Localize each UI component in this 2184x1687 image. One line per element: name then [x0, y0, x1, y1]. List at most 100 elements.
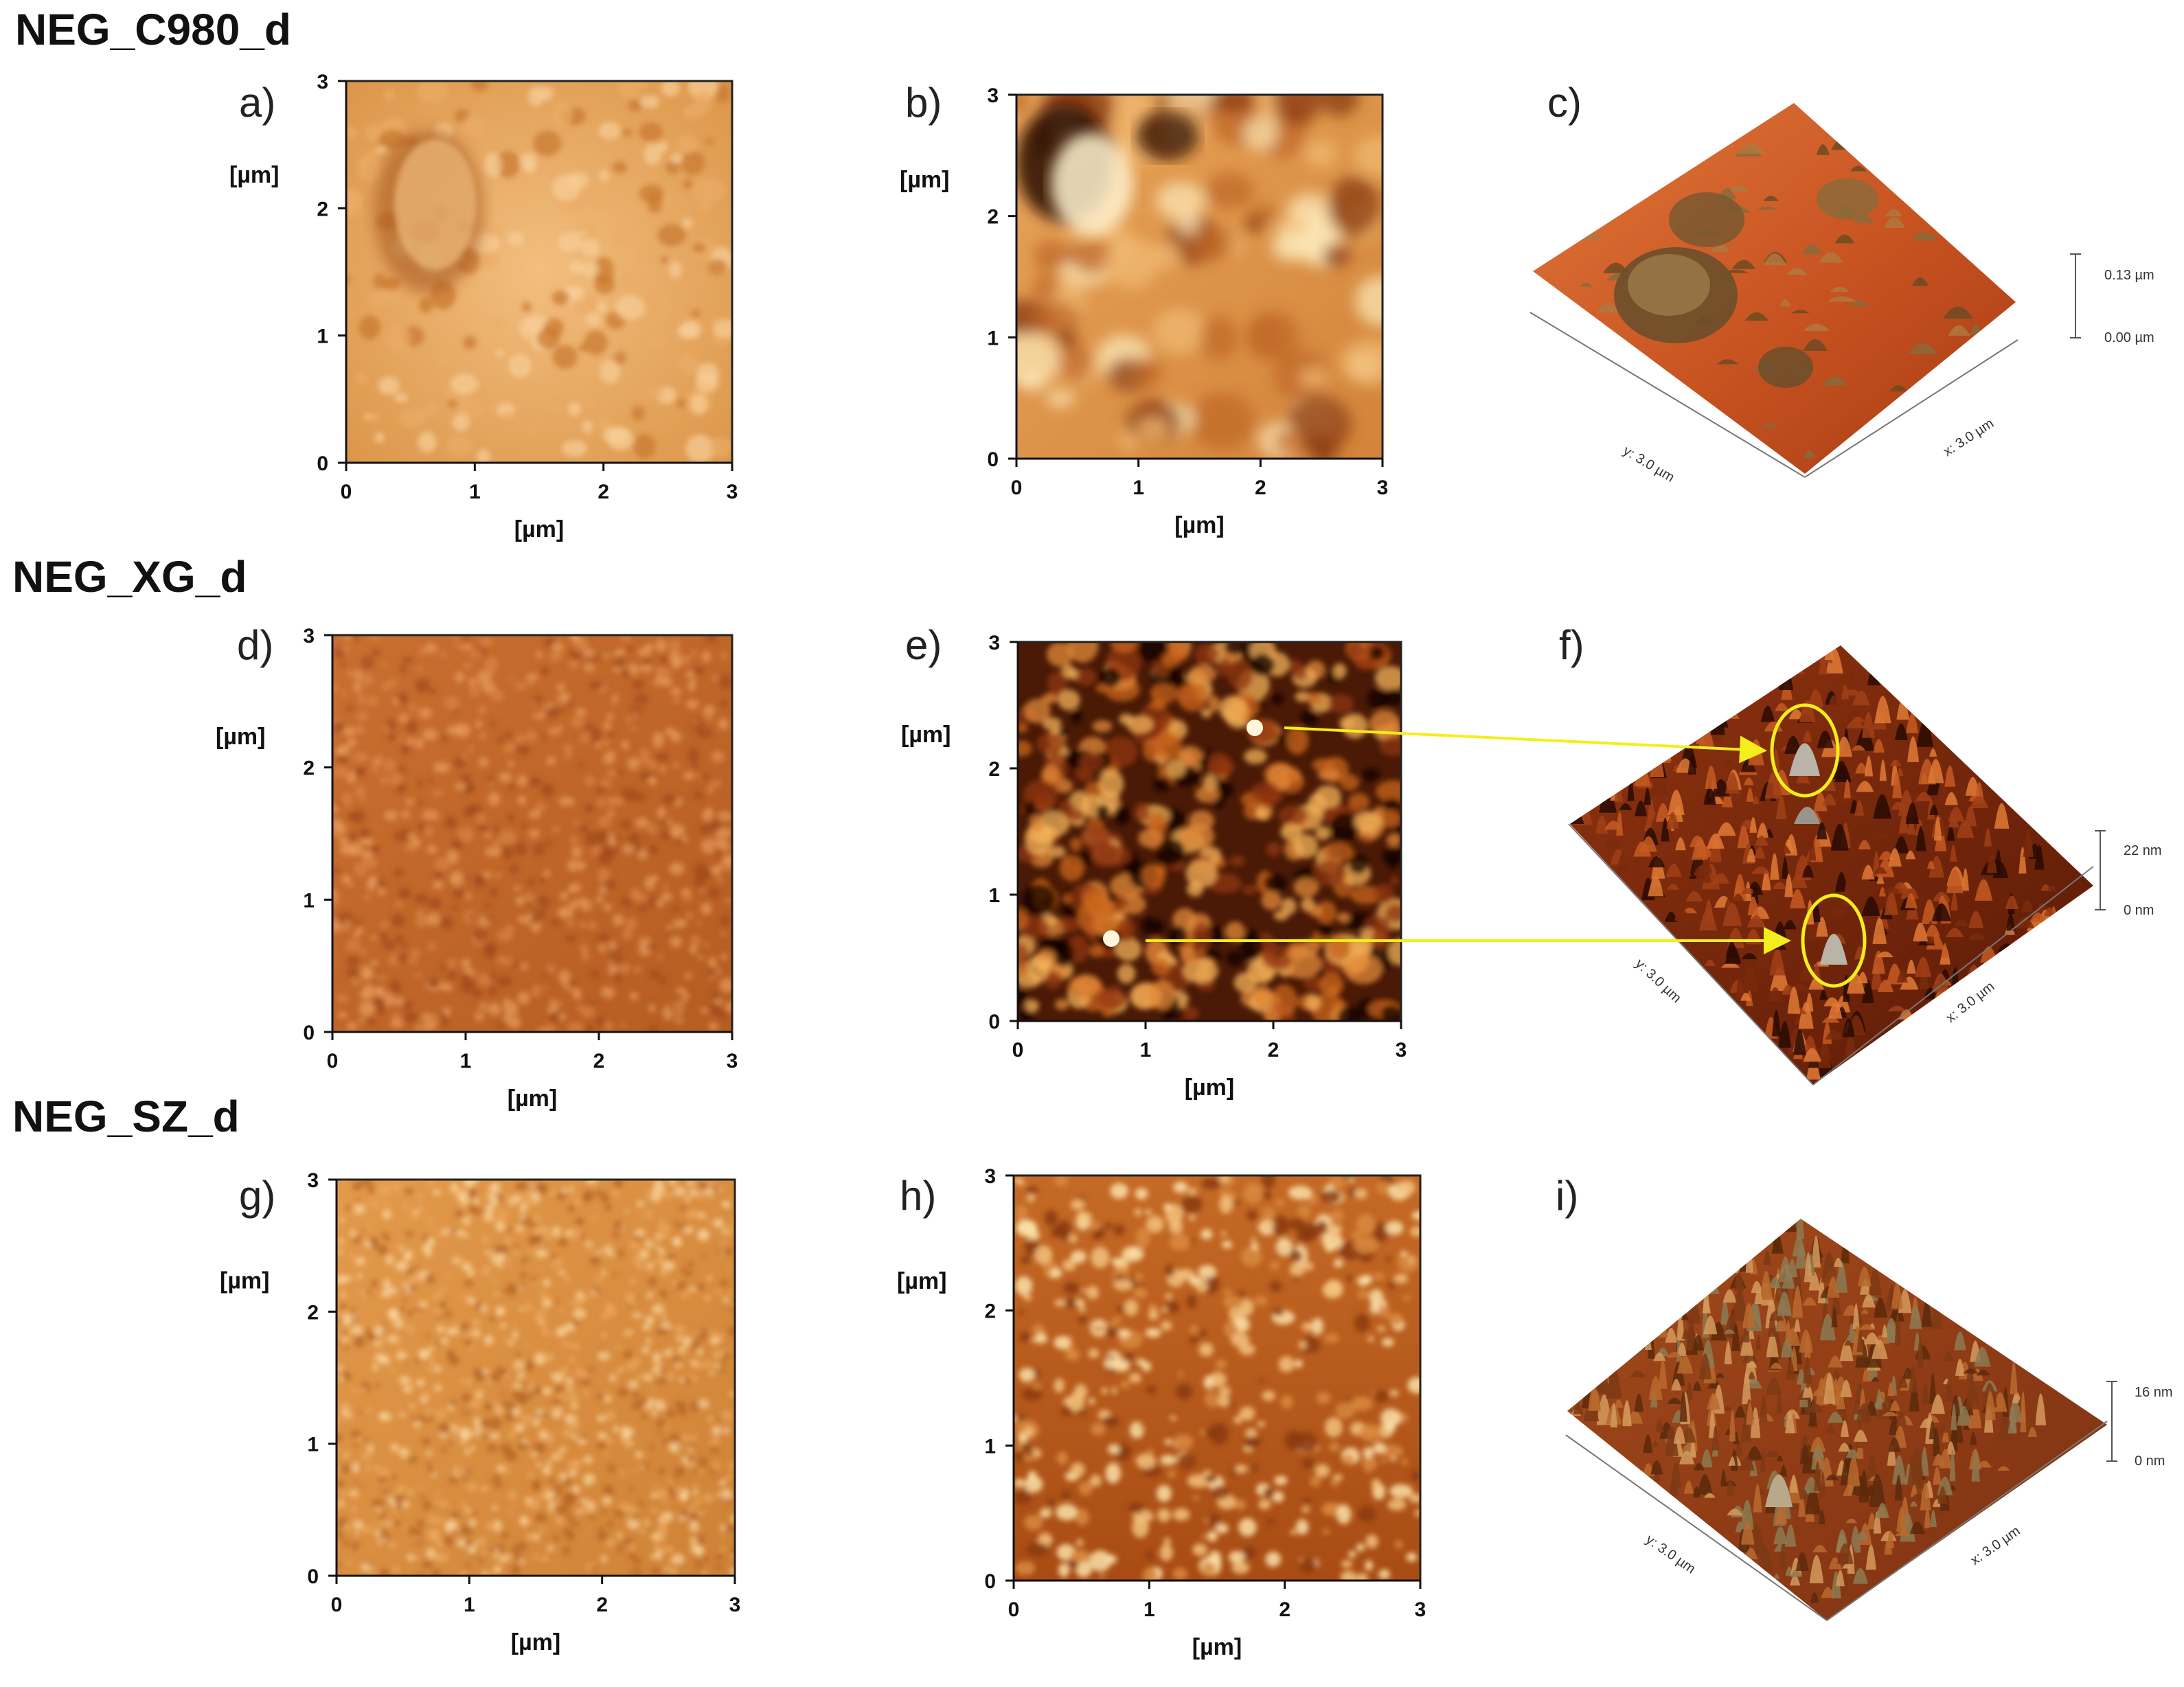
- highlight-circle-upper: [1770, 703, 1840, 798]
- panel-label-e: e): [905, 622, 942, 668]
- x-tick-label: 3: [727, 1050, 738, 1072]
- x-tick-label: 1: [469, 481, 481, 503]
- highlight-circle-lower: [1801, 893, 1867, 988]
- panel-c-scale-bottom: 0.00 µm: [2104, 330, 2154, 345]
- panel-label-f: f): [1559, 622, 1584, 668]
- y-tick-label: 3: [987, 84, 999, 107]
- x-axis-label: [µm]: [508, 1086, 557, 1112]
- panel-label-b: b): [905, 80, 942, 126]
- y-axis-label: [µm]: [901, 722, 951, 748]
- x-tick-label: 1: [460, 1050, 472, 1072]
- y-tick-label: 2: [303, 757, 315, 780]
- y-tick-label: 0: [987, 448, 999, 471]
- axes-a: 00 1 1 2 2 3 3 [µm] [µm]: [229, 71, 738, 542]
- x-tick-label: 2: [1268, 1039, 1279, 1061]
- panel-f-3d-surface: [1570, 645, 2093, 1085]
- x-tick-label: 0: [1011, 477, 1023, 499]
- panel-a-image: [346, 81, 732, 463]
- x-tick-label: 3: [727, 481, 738, 503]
- axes-b: 00 1 1 2 2 3 3 [µm] [µm]: [900, 84, 1388, 538]
- y-tick-label: 0: [317, 452, 328, 475]
- panel-f-y-axis-label: y: 3.0 µm: [1633, 956, 1684, 1006]
- y-axis-label: [µm]: [897, 1268, 946, 1294]
- panel-c-y-axis-label: y: 3.0 µm: [1620, 443, 1676, 485]
- row-title-xg: NEG_XG_d: [12, 552, 247, 601]
- axes-e: 00 1 1 2 2 3 3 [µm] [µm]: [901, 632, 1407, 1101]
- y-tick-label: 2: [317, 198, 328, 220]
- panel-c-x-axis-label: x: 3.0 µm: [1941, 416, 1997, 459]
- panel-i-3d-surface: [1567, 1219, 2107, 1620]
- x-axis-label: [µm]: [1185, 1075, 1234, 1101]
- y-tick-label: 2: [984, 1300, 996, 1323]
- panel-c-3d-surface: [1533, 103, 2016, 474]
- y-tick-label: 1: [317, 325, 328, 348]
- panel-f-scale-bottom: 0 nm: [2124, 903, 2154, 918]
- panel-label-a: a): [239, 80, 275, 126]
- y-tick-label: 0: [307, 1565, 319, 1588]
- x-tick-label: 0: [331, 1594, 343, 1616]
- y-tick-label: 2: [987, 206, 999, 229]
- axes-d: 00 1 1 2 2 3 3 [µm] [µm]: [216, 625, 738, 1112]
- x-tick-label: 0: [327, 1050, 339, 1072]
- x-tick-label: 3: [1415, 1598, 1426, 1621]
- panel-b-image: [1016, 95, 1383, 459]
- panel-label-i: i): [1556, 1173, 1578, 1219]
- x-tick-label: 0: [1012, 1039, 1024, 1061]
- x-tick-label: 2: [593, 1050, 605, 1072]
- y-tick-label: 1: [987, 327, 999, 349]
- axes-g: 00 1 1 2 2 3 3 [µm] [µm]: [220, 1169, 740, 1655]
- panel-i-scale-bottom: 0 nm: [2135, 1454, 2165, 1469]
- y-tick-label: 3: [317, 71, 328, 93]
- arrow-upper: [1284, 726, 1767, 764]
- y-tick-label: 3: [303, 625, 315, 647]
- y-tick-label: 3: [984, 1165, 996, 1188]
- y-axis-label: [µm]: [216, 724, 265, 750]
- x-tick-label: 3: [729, 1594, 741, 1616]
- panel-e-image: [1018, 642, 1401, 1021]
- y-axis-label: [µm]: [229, 162, 279, 188]
- axes-h: 00 1 1 2 2 3 3 [µm] [µm]: [897, 1165, 1426, 1660]
- x-tick-label: 1: [1144, 1598, 1155, 1621]
- x-axis-label: [µm]: [1192, 1634, 1242, 1660]
- y-tick-label: 0: [984, 1570, 996, 1593]
- panel-axes: 00112233[µm][µm]00112233[µm][µm]00112233…: [216, 71, 1426, 1660]
- x-tick-label: 2: [1255, 477, 1266, 499]
- y-tick-label: 1: [307, 1434, 319, 1456]
- y-axis-label: [µm]: [900, 167, 949, 193]
- x-tick-label: 1: [464, 1594, 475, 1616]
- x-tick-label: 3: [1377, 477, 1389, 499]
- y-tick-label: 0: [303, 1022, 315, 1044]
- x-tick-label: 1: [1133, 477, 1144, 499]
- panel-i-x-axis-label: x: 3.0 µm: [1968, 1524, 2023, 1568]
- y-tick-label: 1: [984, 1435, 996, 1458]
- panel-d-image: [332, 635, 732, 1032]
- panel-i-y-axis-label: y: 3.0 µm: [1643, 1532, 1698, 1576]
- panel-label-c: c): [1547, 80, 1582, 126]
- x-axis-label: [µm]: [511, 1629, 560, 1655]
- y-tick-label: 3: [988, 632, 1000, 654]
- panel-c-scale-top: 0.13 µm: [2104, 268, 2154, 283]
- y-tick-label: 0: [988, 1011, 1000, 1033]
- y-tick-label: 1: [303, 889, 315, 912]
- panel-label-g: g): [239, 1173, 275, 1219]
- x-tick-label: 0: [1008, 1598, 1020, 1621]
- x-tick-label: 0: [341, 481, 352, 503]
- panel-h-image: [1014, 1175, 1420, 1581]
- x-axis-label: [µm]: [514, 516, 564, 542]
- y-tick-label: 2: [988, 758, 1000, 781]
- highlight-arrows: [1146, 703, 1867, 988]
- panel-label-h: h): [900, 1173, 936, 1219]
- panel-g-image: [337, 1180, 735, 1576]
- x-tick-label: 2: [598, 481, 609, 503]
- panel-label-d: d): [237, 622, 273, 668]
- panel-f-scale-top: 22 nm: [2124, 843, 2162, 858]
- x-tick-label: 3: [1396, 1039, 1407, 1061]
- x-tick-label: 2: [596, 1594, 608, 1616]
- row-title-sz: NEG_SZ_d: [12, 1092, 240, 1141]
- y-tick-label: 2: [307, 1301, 319, 1324]
- y-tick-label: 1: [988, 884, 1000, 907]
- y-axis-label: [µm]: [220, 1268, 269, 1294]
- panel-i-scale-top: 16 nm: [2135, 1385, 2173, 1400]
- y-tick-label: 3: [307, 1169, 319, 1192]
- row-title-c980: NEG_C980_d: [15, 5, 291, 54]
